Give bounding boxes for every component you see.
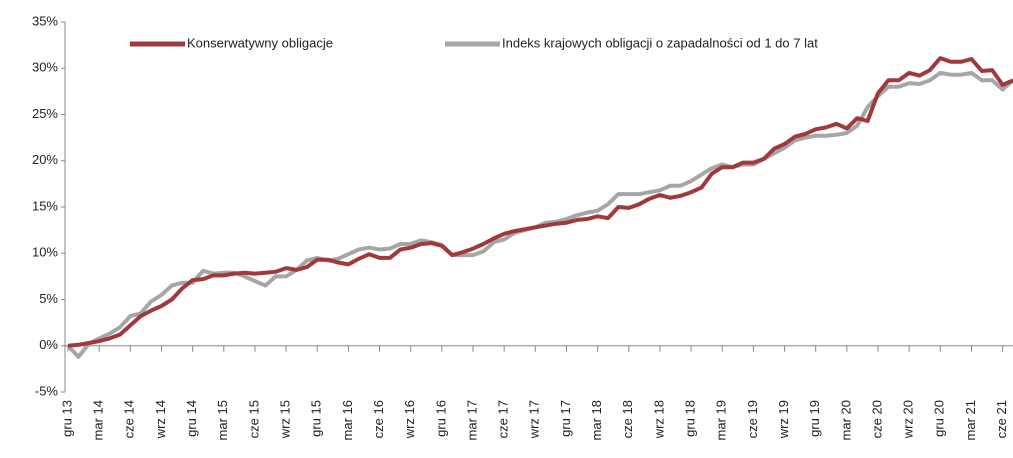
y-tick-label: -5% [35, 383, 59, 398]
x-tick-label: mar 15 [215, 400, 230, 440]
x-tick-label: wrz 17 [527, 400, 542, 439]
x-tick-label: mar 14 [91, 400, 106, 440]
x-tick-label: mar 17 [464, 400, 479, 440]
x-tick-label: gru 15 [309, 400, 324, 437]
y-tick-label: 30% [32, 60, 58, 75]
legend-label: Indeks krajowych obligacji o zapadalnośc… [502, 35, 818, 50]
y-tick-label: 15% [32, 198, 58, 213]
x-tick-label: cze 21 [994, 400, 1009, 438]
y-tick-label: 35% [32, 13, 58, 28]
x-tick-label: gru 17 [558, 400, 573, 437]
y-tick-label: 0% [39, 337, 58, 352]
x-tick-label: wrz 20 [901, 400, 916, 439]
x-tick-label: mar 19 [714, 400, 729, 440]
x-tick-label: gru 19 [807, 400, 822, 437]
x-tick-label: wrz 15 [278, 400, 293, 439]
x-tick-label: wrz 18 [651, 400, 666, 439]
y-tick-label: 20% [32, 152, 58, 167]
x-tick-label: mar 20 [838, 400, 853, 440]
x-tick-label: cze 15 [246, 400, 261, 438]
x-tick-label: mar 18 [589, 400, 604, 440]
x-tick-label: cze 17 [496, 400, 511, 438]
x-tick-label: gru 18 [683, 400, 698, 437]
x-tick-label: wrz 14 [153, 400, 168, 439]
x-tick-label: gru 20 [932, 400, 947, 437]
x-tick-label: gru 14 [184, 400, 199, 437]
y-tick-label: 25% [32, 106, 58, 121]
x-tick-label: wrz 16 [402, 400, 417, 439]
x-tick-label: cze 14 [122, 400, 137, 438]
y-tick-label: 5% [39, 291, 58, 306]
x-tick-label: mar 21 [963, 400, 978, 440]
x-tick-label: cze 20 [869, 400, 884, 438]
x-tick-label: gru 13 [59, 400, 74, 437]
y-tick-label: 10% [32, 245, 58, 260]
x-tick-label: cze 18 [620, 400, 635, 438]
x-tick-label: mar 16 [340, 400, 355, 440]
x-tick-label: gru 16 [433, 400, 448, 437]
x-tick-label: cze 16 [371, 400, 386, 438]
x-tick-label: cze 19 [745, 400, 760, 438]
series-line [67, 56, 1013, 348]
x-tick-label: wrz 19 [776, 400, 791, 439]
legend-label: Konserwatywny obligacje [187, 35, 333, 50]
